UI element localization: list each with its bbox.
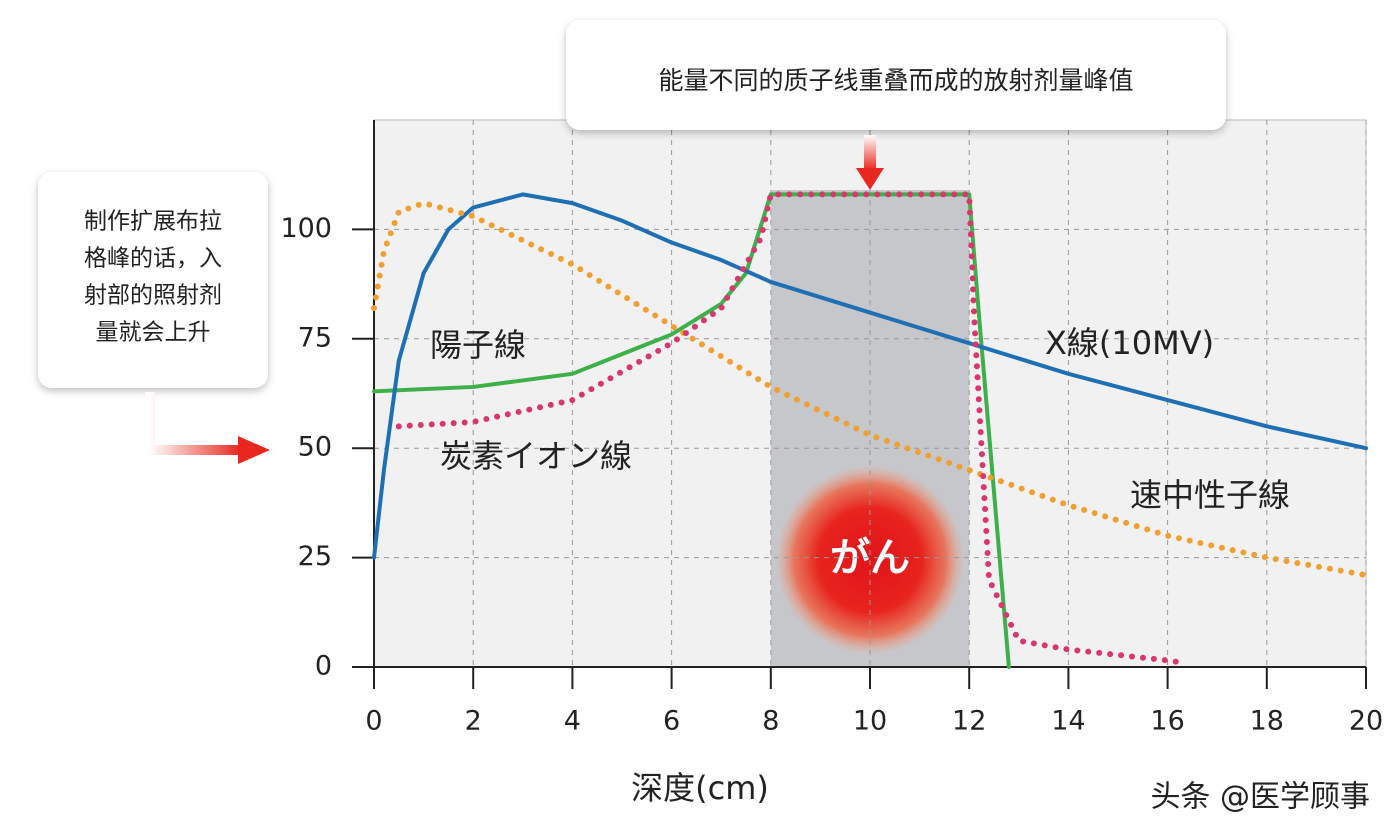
left-note-line: 制作扩展布拉: [84, 209, 222, 235]
arrow: [145, 392, 240, 455]
x-tick-label: 20: [1349, 706, 1383, 737]
series-line: [372, 192, 1368, 560]
series-label: 陽子線: [430, 326, 526, 364]
arrow-head: [856, 168, 884, 190]
y-tick-label: 50: [298, 432, 332, 463]
series-line: [372, 192, 1011, 669]
plot-area: がん0 2 4 6 8 10 12 14 16 18 200255075100X線(10MV)陽子線…: [280, 119, 1383, 737]
y-tick-label: 75: [298, 322, 332, 353]
x-tick-label: 2: [465, 706, 482, 737]
note-box: [38, 172, 268, 388]
series-label: 炭素イオン線: [440, 437, 632, 475]
x-tick-label: 16: [1150, 706, 1184, 737]
series-line: [371, 200, 1369, 579]
x-tick-label: 18: [1250, 706, 1284, 737]
x-tick-label: 4: [564, 706, 581, 737]
left-note-line: 量就会上升: [96, 320, 211, 346]
series-label: 速中性子線: [1130, 476, 1290, 514]
x-tick-label: 8: [762, 706, 779, 737]
left-note-line: 射部的照射剂: [84, 283, 222, 309]
series-label: X線(10MV): [1045, 324, 1214, 362]
x-axis-label: 深度(cm): [631, 769, 769, 807]
arrow: [864, 135, 876, 170]
x-tick-label: 10: [853, 706, 887, 737]
left-note-line: 格峰的话，入: [84, 246, 222, 272]
series-line: [395, 191, 1186, 666]
y-tick-label: 100: [280, 213, 332, 244]
watermark: 头条 @医学顾事: [1150, 780, 1370, 815]
x-tick-label: 0: [365, 706, 382, 737]
note-box: [566, 20, 1226, 130]
arrow-head: [238, 436, 270, 464]
y-tick-label: 0: [315, 651, 332, 682]
top-note: 能量不同的质子线重叠而成的放射剂量峰值: [658, 66, 1133, 95]
x-tick-label: 12: [952, 706, 986, 737]
y-tick-label: 25: [298, 541, 332, 572]
x-tick-label: 14: [1051, 706, 1085, 737]
x-tick-label: 6: [663, 706, 680, 737]
